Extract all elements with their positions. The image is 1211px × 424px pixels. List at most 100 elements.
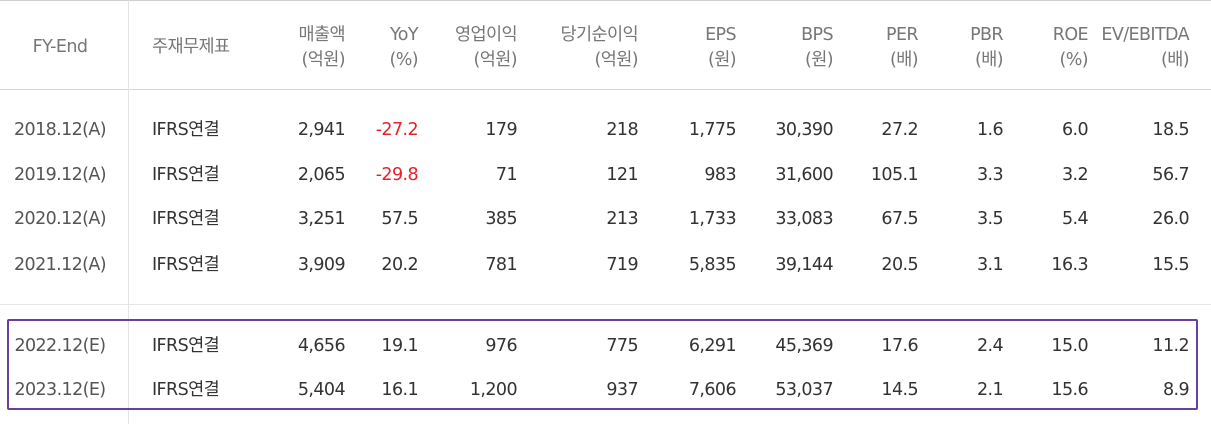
- cell-operating-income: 71: [495, 165, 518, 185]
- cell-eps: 6,291: [688, 336, 737, 356]
- cell-net-income: 121: [606, 165, 638, 185]
- cell-revenue: 2,065: [297, 165, 346, 185]
- cell-revenue: 2,941: [297, 120, 346, 140]
- cell-per: 20.5: [881, 255, 918, 275]
- top-border: [0, 0, 1211, 1]
- cell-bps: 39,144: [775, 255, 833, 275]
- cell-per: 17.6: [881, 336, 918, 356]
- cell-pbr: 2.1: [976, 380, 1004, 400]
- header-per-unit: (배): [890, 50, 919, 70]
- header-ev-ebitda-label: EV/EBITDA: [1101, 25, 1189, 45]
- estimate-rows-highlight: [7, 319, 1198, 410]
- header-roe-unit: (%): [1059, 50, 1089, 70]
- cell-eps: 983: [704, 165, 736, 185]
- header-per-label: PER: [886, 25, 919, 45]
- header-eps-label: EPS: [705, 25, 737, 45]
- cell-statement-type: IFRS연결: [152, 209, 220, 229]
- cell-revenue: 3,909: [297, 255, 346, 275]
- cell-pbr: 3.3: [976, 165, 1004, 185]
- cell-statement-type: IFRS연결: [152, 120, 220, 140]
- cell-revenue: 3,251: [297, 209, 346, 229]
- cell-net-income: 218: [606, 120, 638, 140]
- cell-yoy: 16.1: [381, 380, 418, 400]
- header-pbr-label: PBR: [970, 25, 1004, 45]
- header-bps-unit: (원): [805, 50, 834, 70]
- cell-per: 14.5: [881, 380, 918, 400]
- cell-roe: 6.0: [1061, 120, 1089, 140]
- header-bps-label: BPS: [801, 25, 833, 45]
- cell-yoy: 20.2: [381, 255, 418, 275]
- cell-net-income: 937: [606, 380, 638, 400]
- header-net-income-unit: (억원): [594, 50, 639, 70]
- cell-bps: 31,600: [775, 165, 833, 185]
- cell-statement-type: IFRS연결: [152, 165, 220, 185]
- cell-fy-end: 2019.12(A): [14, 165, 107, 185]
- cell-ev-ebitda: 18.5: [1152, 120, 1189, 140]
- cell-roe: 15.6: [1051, 380, 1088, 400]
- cell-roe: 15.0: [1051, 336, 1088, 356]
- cell-fy-end: 2018.12(A): [14, 120, 107, 140]
- header-ev-ebitda-unit: (배): [1161, 50, 1190, 70]
- cell-net-income: 213: [606, 209, 638, 229]
- header-operating-income-unit: (억원): [473, 50, 518, 70]
- cell-eps: 7,606: [688, 380, 737, 400]
- cell-operating-income: 1,200: [469, 380, 518, 400]
- cell-pbr: 1.6: [976, 120, 1004, 140]
- header-net-income-label: 당기순이익: [560, 25, 639, 45]
- cell-yoy: 19.1: [381, 336, 418, 356]
- cell-roe: 16.3: [1051, 255, 1088, 275]
- group-divider: [0, 304, 1211, 305]
- header-revenue-unit: (억원): [301, 50, 346, 70]
- cell-pbr: 3.5: [976, 209, 1004, 229]
- cell-eps: 1,775: [688, 120, 737, 140]
- cell-statement-type: IFRS연결: [152, 336, 220, 356]
- cell-operating-income: 976: [485, 336, 517, 356]
- cell-roe: 3.2: [1061, 165, 1089, 185]
- cell-bps: 53,037: [775, 380, 833, 400]
- cell-statement-type: IFRS연결: [152, 255, 220, 275]
- cell-fy-end: 2022.12(E): [14, 336, 106, 356]
- cell-statement-type: IFRS연결: [152, 380, 220, 400]
- cell-ev-ebitda: 56.7: [1152, 165, 1189, 185]
- header-pbr-unit: (배): [975, 50, 1004, 70]
- cell-fy-end: 2021.12(A): [14, 255, 107, 275]
- cell-yoy: 57.5: [381, 209, 418, 229]
- cell-eps: 1,733: [688, 209, 737, 229]
- cell-net-income: 775: [606, 336, 638, 356]
- cell-pbr: 3.1: [976, 255, 1004, 275]
- cell-bps: 33,083: [775, 209, 833, 229]
- cell-operating-income: 179: [485, 120, 517, 140]
- cell-eps: 5,835: [688, 255, 737, 275]
- header-fy-end-label: FY-End: [32, 37, 88, 57]
- header-revenue-label: 매출액: [298, 25, 346, 45]
- header-roe-label: ROE: [1052, 25, 1089, 45]
- header-divider: [0, 89, 1211, 90]
- column-divider: [128, 0, 129, 424]
- cell-ev-ebitda: 26.0: [1152, 209, 1189, 229]
- cell-net-income: 719: [606, 255, 638, 275]
- cell-bps: 30,390: [775, 120, 833, 140]
- cell-yoy: -29.8: [375, 165, 419, 185]
- cell-operating-income: 385: [485, 209, 517, 229]
- cell-roe: 5.4: [1061, 209, 1089, 229]
- cell-per: 67.5: [881, 209, 918, 229]
- header-yoy-label: YoY: [390, 25, 419, 45]
- cell-operating-income: 781: [485, 255, 517, 275]
- cell-per: 105.1: [870, 165, 919, 185]
- header-yoy-unit: (%): [389, 50, 419, 70]
- header-eps-unit: (원): [708, 50, 737, 70]
- cell-revenue: 4,656: [297, 336, 346, 356]
- cell-per: 27.2: [881, 120, 918, 140]
- cell-ev-ebitda: 11.2: [1152, 336, 1189, 356]
- cell-bps: 45,369: [775, 336, 833, 356]
- cell-pbr: 2.4: [976, 336, 1004, 356]
- cell-fy-end: 2023.12(E): [14, 380, 106, 400]
- cell-revenue: 5,404: [297, 380, 346, 400]
- header-statement-type-label: 주재무제표: [152, 37, 230, 57]
- header-operating-income-label: 영업이익: [455, 25, 518, 45]
- cell-ev-ebitda: 8.9: [1162, 380, 1190, 400]
- cell-ev-ebitda: 15.5: [1152, 255, 1189, 275]
- cell-yoy: -27.2: [375, 120, 419, 140]
- cell-fy-end: 2020.12(A): [14, 209, 107, 229]
